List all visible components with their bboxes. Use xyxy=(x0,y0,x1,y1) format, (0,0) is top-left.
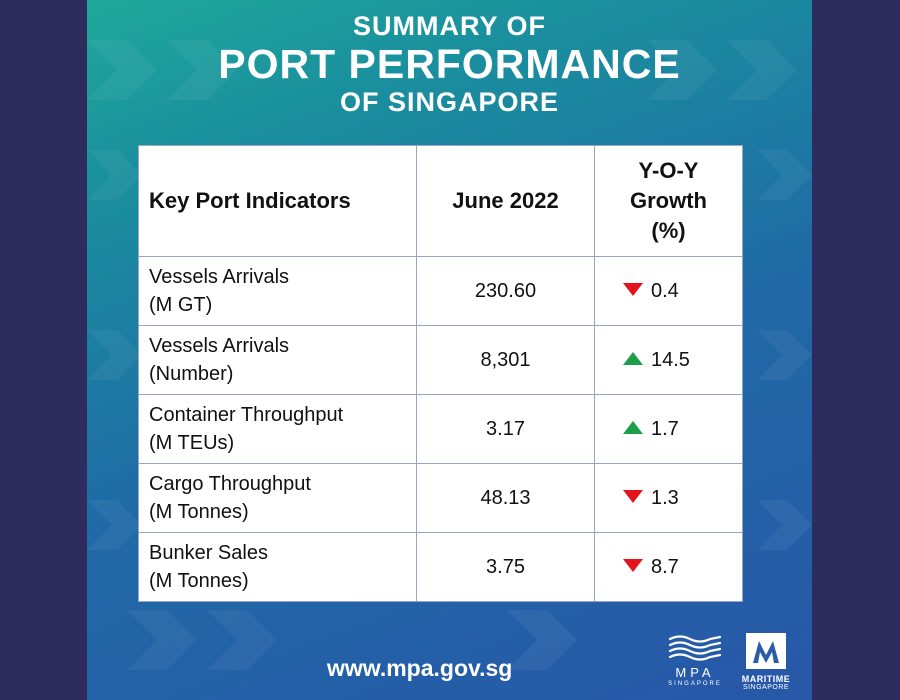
value-cell: 48.13 xyxy=(416,463,595,533)
mpa-logo-text: MPA xyxy=(675,665,715,680)
maritime-logo-line1: MARITIME xyxy=(741,674,791,684)
indicator-label: Vessels Arrivals xyxy=(149,335,290,357)
indicator-label: Bunker Sales xyxy=(149,542,268,564)
table-row: Vessels Arrivals (M GT) 230.60 0.4 xyxy=(138,256,743,326)
header-key-port-indicators: Key Port Indicators xyxy=(138,145,417,257)
down-triangle-icon xyxy=(623,490,643,504)
growth-value: 14.5 xyxy=(651,349,690,371)
growth-value: 1.7 xyxy=(651,418,679,440)
page-title: PORT PERFORMANCE xyxy=(218,41,681,87)
infographic-panel: SUMMARY OF PORT PERFORMANCE OF SINGAPORE… xyxy=(87,0,812,700)
table-row: Cargo Throughput (M Tonnes) 48.13 1.3 xyxy=(138,463,743,533)
indicator-cell: Vessels Arrivals (Number) xyxy=(138,325,417,395)
header-growth-line-2: Growth xyxy=(630,188,707,213)
value-cell: 3.17 xyxy=(416,394,595,464)
indicator-unit: (M GT) xyxy=(149,294,213,316)
header-growth-line-3: (%) xyxy=(651,218,686,243)
header-june-2022: June 2022 xyxy=(416,145,595,257)
indicator-unit: (M Tonnes) xyxy=(149,570,249,592)
growth-value: 0.4 xyxy=(651,280,679,302)
website-link[interactable]: www.mpa.gov.sg xyxy=(327,655,513,681)
growth-cell: 0.4 xyxy=(594,256,743,326)
down-triangle-icon xyxy=(623,559,643,573)
indicator-label: Container Throughput xyxy=(149,404,344,426)
chevron-background-pattern xyxy=(87,40,812,670)
growth-value: 8.7 xyxy=(651,556,679,578)
up-triangle-icon xyxy=(623,352,643,366)
mpa-logo-subtext: SINGAPORE xyxy=(668,681,722,687)
table-row: Bunker Sales (M Tonnes) 3.75 8.7 xyxy=(138,532,743,602)
up-triangle-icon xyxy=(623,421,643,435)
indicator-unit: (M TEUs) xyxy=(149,432,235,454)
maritime-m-icon xyxy=(746,633,786,669)
indicator-label: Cargo Throughput xyxy=(149,473,311,495)
down-triangle-icon xyxy=(623,283,643,297)
maritime-singapore-logo: MARITIME SINGAPORE xyxy=(737,633,795,692)
title-bottom-line: OF SINGAPORE xyxy=(339,87,560,117)
indicator-cell: Container Throughput (M TEUs) xyxy=(138,394,417,464)
mpa-logo: MPA SINGAPORE xyxy=(665,633,725,688)
port-indicators-table: Key Port Indicators June 2022 Y-O-Y Grow… xyxy=(138,145,743,602)
indicator-cell: Vessels Arrivals (M GT) xyxy=(138,256,417,326)
value-cell: 8,301 xyxy=(416,325,595,395)
indicator-cell: Cargo Throughput (M Tonnes) xyxy=(138,463,417,533)
indicator-unit: (Number) xyxy=(149,363,234,385)
indicator-label: Vessels Arrivals xyxy=(149,266,290,288)
table-row: Vessels Arrivals (Number) 8,301 14.5 xyxy=(138,325,743,395)
maritime-logo-line2: SINGAPORE xyxy=(742,684,790,691)
growth-cell: 1.7 xyxy=(594,394,743,464)
table-header-row: Key Port Indicators June 2022 Y-O-Y Grow… xyxy=(138,145,743,257)
growth-value: 1.3 xyxy=(651,487,679,509)
header-growth-line-1: Y-O-Y xyxy=(638,158,699,183)
header-yoy-growth: Y-O-Y Growth (%) xyxy=(594,145,743,257)
title-block: SUMMARY OF PORT PERFORMANCE OF SINGAPORE xyxy=(87,10,812,118)
table-row: Container Throughput (M TEUs) 3.17 1.7 xyxy=(138,394,743,464)
title-top-line: SUMMARY OF xyxy=(352,11,546,41)
growth-cell: 14.5 xyxy=(594,325,743,395)
growth-cell: 1.3 xyxy=(594,463,743,533)
value-cell: 230.60 xyxy=(416,256,595,326)
value-cell: 3.75 xyxy=(416,532,595,602)
indicator-cell: Bunker Sales (M Tonnes) xyxy=(138,532,417,602)
growth-cell: 8.7 xyxy=(594,532,743,602)
indicator-unit: (M Tonnes) xyxy=(149,501,249,523)
mpa-waves-icon xyxy=(668,635,722,661)
